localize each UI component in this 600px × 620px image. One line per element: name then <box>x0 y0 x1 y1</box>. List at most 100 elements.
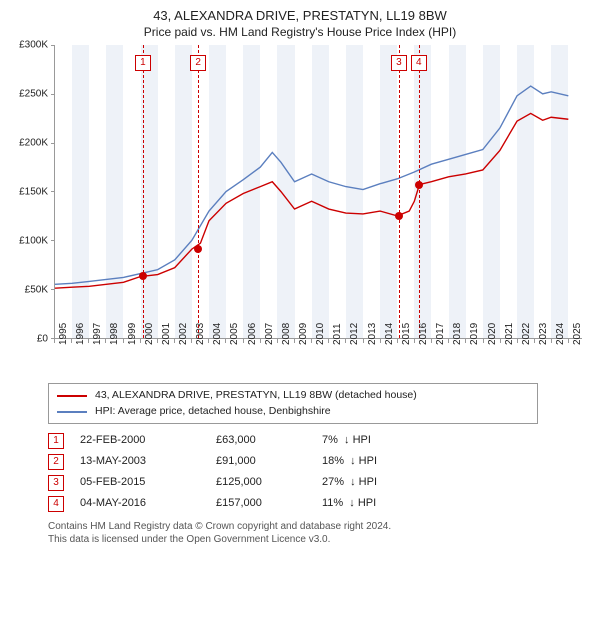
x-tick <box>568 339 569 343</box>
x-tick-label: 2025 <box>572 323 583 345</box>
x-tick <box>208 339 209 343</box>
event-date: 22-FEB-2000 <box>80 430 210 451</box>
event-row: 213-MAY-2003£91,00018% ↓ HPI <box>48 451 538 472</box>
event-line <box>419 45 420 338</box>
x-tick <box>191 339 192 343</box>
page: 43, ALEXANDRA DRIVE, PRESTATYN, LL19 8BW… <box>0 0 600 620</box>
x-tick <box>140 339 141 343</box>
y-tick-label: £300K <box>19 39 48 50</box>
y-tick-label: £100K <box>19 235 48 246</box>
x-tick <box>243 339 244 343</box>
x-tick-label: 2014 <box>384 323 395 345</box>
x-tick-label: 2023 <box>538 323 549 345</box>
x-tick <box>363 339 364 343</box>
legend-label-price: 43, ALEXANDRA DRIVE, PRESTATYN, LL19 8BW… <box>95 388 417 404</box>
event-marker: 1 <box>135 55 151 71</box>
x-tick <box>123 339 124 343</box>
x-tick-label: 2016 <box>418 323 429 345</box>
legend-row-price: 43, ALEXANDRA DRIVE, PRESTATYN, LL19 8BW… <box>57 388 529 404</box>
x-tick <box>448 339 449 343</box>
line-layer <box>55 45 582 338</box>
x-tick <box>157 339 158 343</box>
event-row: 305-FEB-2015£125,00027% ↓ HPI <box>48 472 538 493</box>
x-tick <box>311 339 312 343</box>
event-diff: 18% ↓ HPI <box>322 451 412 472</box>
x-axis: 1995199619971998199920002001200220032004… <box>54 339 582 375</box>
event-number: 1 <box>48 433 64 449</box>
x-tick-label: 2012 <box>349 323 360 345</box>
y-tick-label: £200K <box>19 137 48 148</box>
credits-line-1: Contains HM Land Registry data © Crown c… <box>48 520 568 534</box>
x-tick <box>277 339 278 343</box>
event-price: £157,000 <box>216 493 316 514</box>
x-tick <box>260 339 261 343</box>
x-tick-label: 2004 <box>212 323 223 345</box>
event-diff: 27% ↓ HPI <box>322 472 412 493</box>
x-tick-label: 2002 <box>178 323 189 345</box>
event-row: 404-MAY-2016£157,00011% ↓ HPI <box>48 493 538 514</box>
event-price: £91,000 <box>216 451 316 472</box>
x-tick <box>225 339 226 343</box>
legend-swatch-hpi <box>57 411 87 413</box>
y-axis-labels: £0£50K£100K£150K£200K£250K£300K <box>12 45 52 339</box>
x-tick-label: 2017 <box>435 323 446 345</box>
event-row: 1 22-FEB-2000 £63,000 7% ↓ HPI <box>48 430 538 451</box>
events-table: 122-FEB-2000£63,0007% ↓ HPI213-MAY-2003£… <box>48 430 538 514</box>
x-tick <box>517 339 518 343</box>
x-tick <box>88 339 89 343</box>
x-tick-label: 1997 <box>92 323 103 345</box>
legend-swatch-price <box>57 395 87 397</box>
y-tick-label: £250K <box>19 88 48 99</box>
y-tick <box>51 240 55 241</box>
y-tick-label: £0 <box>37 333 48 344</box>
event-marker: 4 <box>411 55 427 71</box>
x-tick <box>414 339 415 343</box>
legend: 43, ALEXANDRA DRIVE, PRESTATYN, LL19 8BW… <box>48 383 538 425</box>
credits: Contains HM Land Registry data © Crown c… <box>48 520 568 547</box>
event-price: £63,000 <box>216 430 316 451</box>
x-tick <box>71 339 72 343</box>
x-tick-label: 2024 <box>555 323 566 345</box>
x-tick <box>54 339 55 343</box>
chart-subtitle: Price paid vs. HM Land Registry's House … <box>12 25 588 39</box>
sale-dot <box>194 245 202 253</box>
x-tick-label: 1998 <box>109 323 120 345</box>
event-marker: 3 <box>391 55 407 71</box>
x-tick <box>345 339 346 343</box>
x-tick <box>483 339 484 343</box>
x-tick-label: 2003 <box>195 323 206 345</box>
y-tick <box>51 94 55 95</box>
x-tick-label: 2001 <box>161 323 172 345</box>
legend-row-hpi: HPI: Average price, detached house, Denb… <box>57 404 529 420</box>
x-tick <box>534 339 535 343</box>
x-tick-label: 2011 <box>332 323 343 345</box>
y-tick <box>51 143 55 144</box>
x-tick <box>551 339 552 343</box>
x-tick-label: 2009 <box>298 323 309 345</box>
x-tick <box>397 339 398 343</box>
event-number: 4 <box>48 496 64 512</box>
x-tick-label: 2000 <box>144 323 155 345</box>
x-tick <box>500 339 501 343</box>
x-tick <box>294 339 295 343</box>
y-tick-label: £150K <box>19 186 48 197</box>
x-tick <box>105 339 106 343</box>
event-line <box>143 45 144 338</box>
x-tick-label: 2008 <box>281 323 292 345</box>
x-tick-label: 2021 <box>504 323 515 345</box>
x-tick <box>431 339 432 343</box>
chart-title: 43, ALEXANDRA DRIVE, PRESTATYN, LL19 8BW <box>12 8 588 25</box>
credits-line-2: This data is licensed under the Open Gov… <box>48 533 568 547</box>
event-diff: 11% ↓ HPI <box>322 493 412 514</box>
x-tick-label: 1996 <box>75 323 86 345</box>
x-tick <box>380 339 381 343</box>
x-tick-label: 2019 <box>469 323 480 345</box>
event-diff: 7% ↓ HPI <box>322 430 412 451</box>
event-marker: 2 <box>190 55 206 71</box>
sale-dot <box>395 212 403 220</box>
event-number: 3 <box>48 475 64 491</box>
x-tick-label: 2018 <box>452 323 463 345</box>
plot-area: 1 2 34 <box>54 45 582 339</box>
x-tick <box>465 339 466 343</box>
sale-dot <box>415 181 423 189</box>
